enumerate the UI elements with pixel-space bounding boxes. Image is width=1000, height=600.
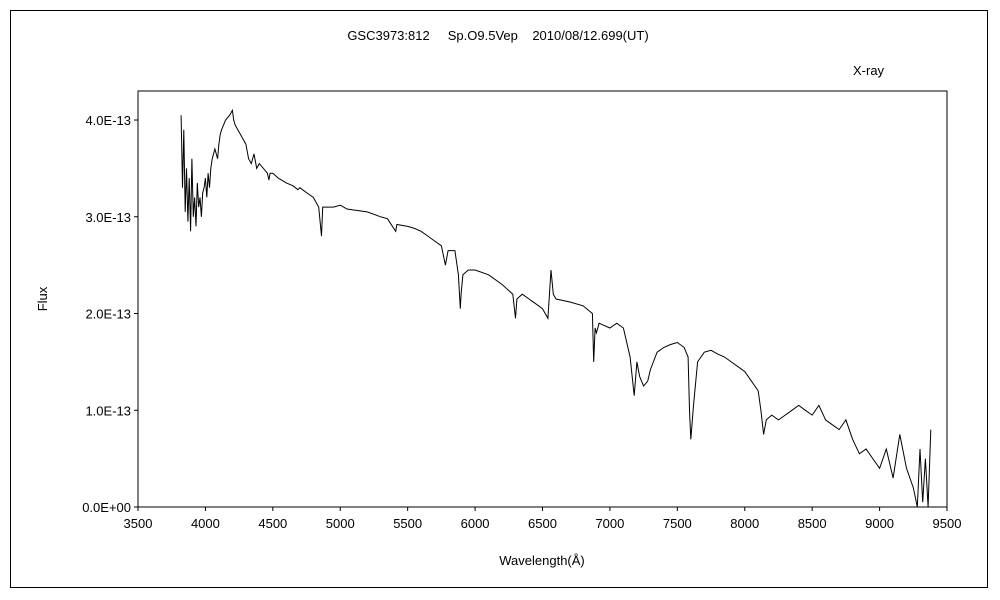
series-line xyxy=(180,108,932,508)
x-axis: 3500 4000 4500 5000 5500 6000 6500 7000 7500 8000… xyxy=(124,507,962,531)
y-tick-label: 4.0E-13 xyxy=(85,113,131,128)
x-tick-label: 6500 xyxy=(528,516,557,531)
x-tick-label: 7500 xyxy=(663,516,692,531)
spectrum-chart: GSC3973:812 Sp.O9.5Vep 2010/08/12.699(UT… xyxy=(35,28,962,568)
x-axis-label: Wavelength(Å) xyxy=(499,553,585,568)
y-axis-label: Flux xyxy=(35,286,50,311)
x-tick-label: 8500 xyxy=(798,516,827,531)
chart-annotation: X-ray xyxy=(853,63,885,78)
y-tick-label: 0.0E+00 xyxy=(82,500,131,515)
x-tick-label: 7000 xyxy=(595,516,624,531)
x-tick-label: 5000 xyxy=(326,516,355,531)
x-tick-label: 4000 xyxy=(191,516,220,531)
chart-frame: GSC3973:812 Sp.O9.5Vep 2010/08/12.699(UT… xyxy=(10,10,988,588)
y-tick-label: 1.0E-13 xyxy=(85,403,131,418)
x-tick-label: 8000 xyxy=(730,516,759,531)
plot-area xyxy=(137,90,948,508)
y-tick-label: 2.0E-13 xyxy=(85,307,131,322)
x-tick-label: 4500 xyxy=(258,516,287,531)
x-tick-label: 6000 xyxy=(461,516,490,531)
x-tick-label: 5500 xyxy=(393,516,422,531)
y-tick-label: 3.0E-13 xyxy=(85,210,131,225)
chart-title: GSC3973:812 Sp.O9.5Vep 2010/08/12.699(UT… xyxy=(347,28,648,43)
x-tick-label: 3500 xyxy=(124,516,153,531)
x-tick-label: 9000 xyxy=(865,516,894,531)
x-tick-label: 9500 xyxy=(933,516,962,531)
y-axis: 0.0E+00 1.0E-13 2.0E-13 3.0E-13 4.0E-13 xyxy=(82,113,138,515)
